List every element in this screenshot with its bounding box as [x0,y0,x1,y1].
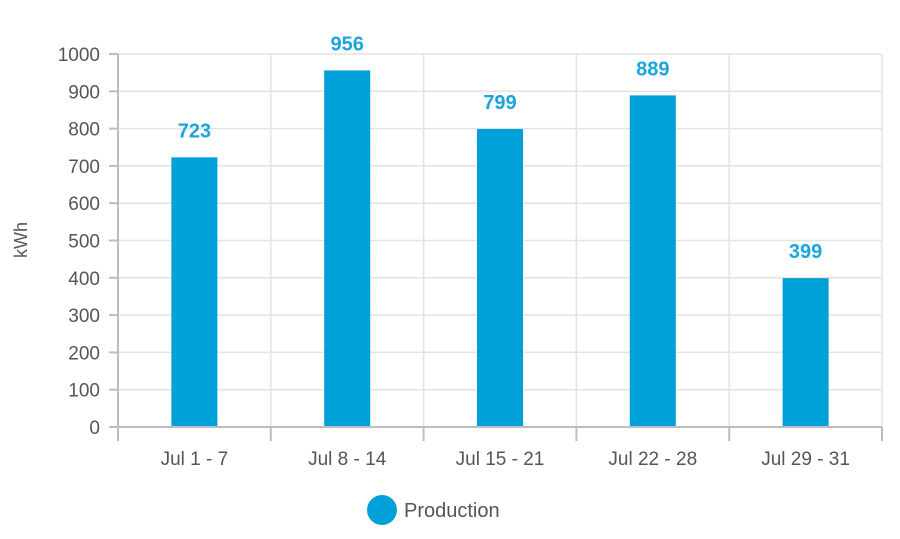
data-label: 723 [178,120,211,142]
x-tick-label: Jul 15 - 21 [456,449,545,470]
legend-label-production: Production [404,500,500,522]
x-tick-label: Jul 22 - 28 [608,449,697,470]
y-tick-label: 0 [89,418,100,439]
y-tick-label: 800 [68,120,100,141]
y-tick-label: 200 [68,343,100,364]
bar[interactable] [629,95,676,427]
y-tick-label: 600 [68,194,100,215]
bar[interactable] [324,70,371,428]
y-tick-label: 900 [68,82,100,103]
y-tick-label: 700 [68,157,100,178]
bar[interactable] [477,128,523,427]
bar[interactable] [171,157,218,428]
y-tick-label: 1000 [58,45,100,66]
legend[interactable]: Production [367,495,500,525]
data-label: 799 [483,92,516,114]
x-tick-labels: Jul 1 - 7 Jul 8 - 14 Jul 15 - 21 Jul 22 - 2… [161,449,850,470]
x-tick-label: Jul 29 - 31 [761,449,850,470]
bars [171,70,829,428]
data-labels: 723 956 799 889 399 [178,33,823,263]
y-tick-label: 500 [68,232,100,253]
bar[interactable] [782,278,829,427]
y-tick-labels: 0 100 200 300 400 500 600 700 800 900 1000 [58,45,100,439]
data-label: 399 [789,241,822,263]
y-tick-label: 400 [68,269,100,290]
y-axis-title: kWh [11,222,31,258]
axes [109,53,883,441]
y-tick-label: 300 [68,306,100,327]
data-label: 889 [636,58,669,80]
x-tick-label: Jul 8 - 14 [308,449,387,470]
legend-swatch-production [367,495,397,525]
y-tick-label: 100 [68,381,100,402]
x-tick-label: Jul 1 - 7 [161,449,229,470]
data-label: 956 [331,33,364,55]
